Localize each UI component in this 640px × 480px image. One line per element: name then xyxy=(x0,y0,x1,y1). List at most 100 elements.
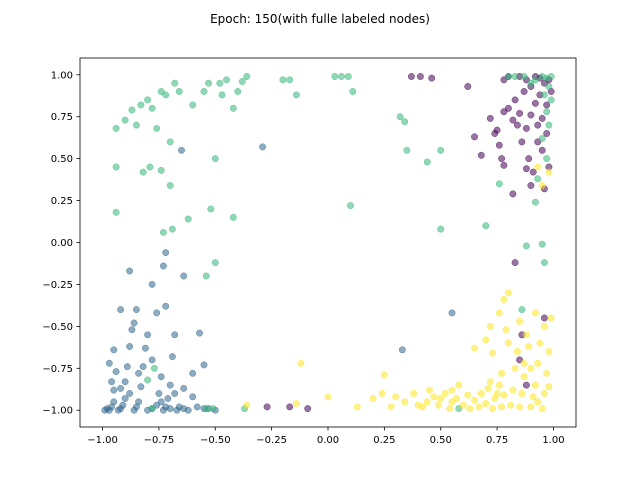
data-point xyxy=(540,314,548,322)
data-point xyxy=(137,101,145,109)
data-point xyxy=(121,395,129,402)
data-point xyxy=(518,306,526,314)
data-point xyxy=(135,369,143,377)
data-point xyxy=(516,317,524,325)
points-layer xyxy=(101,73,555,414)
data-point xyxy=(540,259,548,267)
data-point xyxy=(471,396,478,404)
data-point xyxy=(403,146,411,154)
data-point xyxy=(229,104,237,112)
data-point xyxy=(139,363,147,371)
y-axis: −1.00 −0.75 −0.50 −0.25 0.00 0.25 0.50 0.75 1.00 xyxy=(42,70,80,417)
data-point xyxy=(157,398,165,406)
data-point xyxy=(504,289,512,297)
data-point xyxy=(171,390,179,397)
data-point xyxy=(518,138,526,146)
data-point xyxy=(180,384,188,392)
data-point xyxy=(105,359,113,367)
data-point xyxy=(159,228,167,236)
data-point xyxy=(464,391,472,399)
data-point xyxy=(531,198,539,206)
data-point xyxy=(126,390,134,397)
data-point xyxy=(347,202,354,210)
data-point xyxy=(139,168,147,176)
data-point xyxy=(162,91,170,99)
data-point xyxy=(547,96,555,104)
data-point xyxy=(297,359,305,367)
data-point xyxy=(435,401,442,409)
data-point xyxy=(401,118,409,126)
data-point xyxy=(392,393,400,401)
data-point xyxy=(493,126,501,134)
data-point xyxy=(430,393,438,401)
data-point xyxy=(331,73,339,80)
data-point xyxy=(148,280,156,288)
data-point xyxy=(189,101,197,109)
data-point xyxy=(423,398,431,406)
data-point xyxy=(108,378,116,386)
data-point xyxy=(286,76,294,84)
data-point xyxy=(511,96,519,104)
x-tick-label: −1.00 xyxy=(87,435,118,446)
data-point xyxy=(520,73,528,80)
x-tick-label: 0.50 xyxy=(430,435,452,446)
data-point xyxy=(529,168,537,176)
data-point xyxy=(200,361,208,369)
data-point xyxy=(279,76,287,84)
data-point xyxy=(202,405,210,413)
data-point xyxy=(263,403,271,411)
x-tick-label: 1.00 xyxy=(542,435,564,446)
data-point xyxy=(522,381,530,389)
data-point xyxy=(477,151,485,159)
data-point xyxy=(507,401,515,409)
data-point xyxy=(398,346,406,354)
data-point xyxy=(543,155,551,163)
data-point xyxy=(121,378,129,386)
data-point xyxy=(117,306,125,314)
data-point xyxy=(513,121,521,129)
data-point xyxy=(498,403,506,411)
data-point xyxy=(547,73,555,80)
data-point xyxy=(540,390,548,397)
data-point xyxy=(448,309,456,317)
data-point xyxy=(504,73,512,80)
data-point xyxy=(378,390,386,397)
data-point xyxy=(200,88,208,95)
data-point xyxy=(243,73,251,80)
data-point xyxy=(128,326,136,334)
y-tick-label: 0.25 xyxy=(51,196,73,207)
data-point xyxy=(534,359,542,367)
data-point xyxy=(441,390,449,397)
data-point xyxy=(529,393,537,401)
data-point xyxy=(536,339,544,347)
data-point xyxy=(538,240,546,248)
data-point xyxy=(486,322,494,330)
data-point xyxy=(153,124,161,132)
chart-title: Epoch: 150(with fulle labeled nodes) xyxy=(210,12,430,26)
data-point xyxy=(369,395,377,402)
data-point xyxy=(522,331,530,339)
data-point xyxy=(489,405,497,413)
data-point xyxy=(168,353,176,361)
data-point xyxy=(527,182,535,189)
y-tick-label: 1.00 xyxy=(51,70,73,81)
data-point xyxy=(234,88,242,95)
data-point xyxy=(545,168,553,176)
data-point xyxy=(545,83,553,90)
data-point xyxy=(453,395,460,402)
data-point xyxy=(353,403,361,411)
y-tick-label: 0.50 xyxy=(51,154,73,165)
x-tick-label: 0.75 xyxy=(486,435,508,446)
data-point xyxy=(511,364,519,372)
data-point xyxy=(527,111,535,119)
data-point xyxy=(534,121,542,129)
data-point xyxy=(171,79,179,87)
data-point xyxy=(153,309,161,317)
data-point xyxy=(540,91,548,99)
x-tick-label: −0.75 xyxy=(144,435,175,446)
data-point xyxy=(164,395,172,402)
data-point xyxy=(538,114,546,122)
data-point xyxy=(493,390,501,397)
data-point xyxy=(534,163,542,171)
data-point xyxy=(338,73,345,80)
